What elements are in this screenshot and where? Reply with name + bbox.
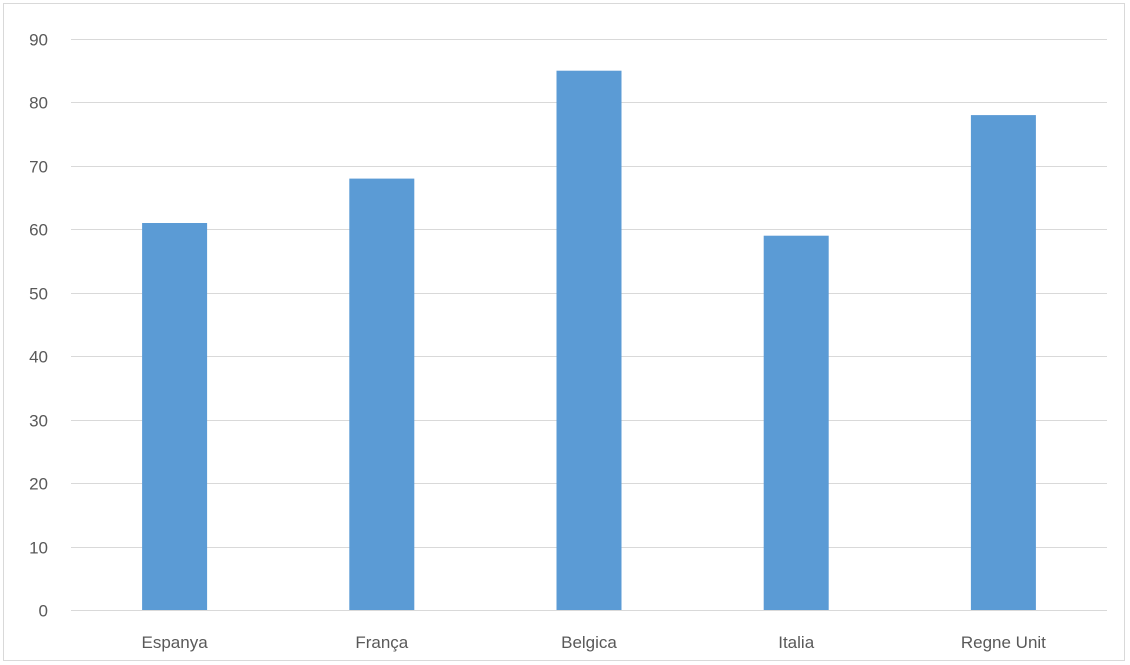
x-tick-label: França [355, 633, 408, 652]
x-axis-tick-labels: Espanya França Belgica Italia Regne Unit [142, 633, 1047, 652]
x-tick-label: Belgica [561, 633, 617, 652]
bar-2 [556, 70, 622, 610]
y-tick-label: 70 [29, 158, 48, 177]
x-tick-label: Regne Unit [961, 633, 1046, 652]
y-tick-label: 60 [29, 221, 48, 240]
y-tick-label: 90 [29, 31, 48, 50]
y-axis-tick-labels: 0 10 20 30 40 50 60 70 80 90 [29, 31, 48, 621]
y-tick-label: 50 [29, 285, 48, 304]
x-tick-label: Italia [778, 633, 814, 652]
bar-3 [763, 235, 829, 610]
bar-1 [349, 178, 415, 610]
y-tick-label: 40 [29, 348, 48, 367]
bar-0 [142, 223, 208, 610]
bar-4 [970, 115, 1036, 610]
bars [142, 70, 1036, 610]
y-tick-label: 30 [29, 412, 48, 431]
y-tick-label: 0 [39, 602, 48, 621]
x-tick-label: Espanya [142, 633, 209, 652]
y-tick-label: 10 [29, 539, 48, 558]
y-tick-label: 20 [29, 475, 48, 494]
y-tick-label: 80 [29, 94, 48, 113]
